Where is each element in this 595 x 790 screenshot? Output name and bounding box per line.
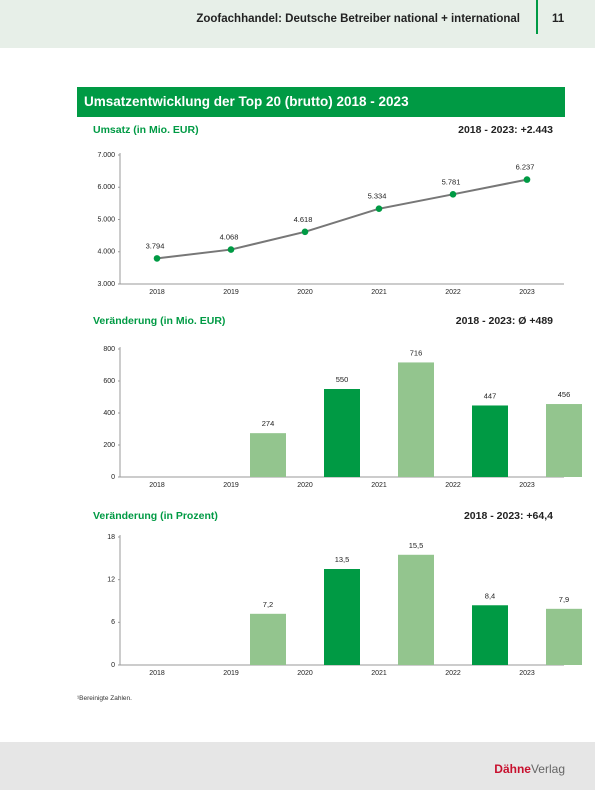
- value-label: 447: [484, 391, 497, 400]
- chart-annotation: 2018 - 2023: +64,4: [464, 510, 553, 522]
- point: [301, 228, 309, 236]
- y-tick-label: 800: [103, 346, 115, 353]
- x-tick-label: 2021: [371, 482, 387, 489]
- x-tick-label: 2021: [371, 289, 387, 296]
- point: [449, 191, 457, 198]
- y-tick-label: 18: [107, 534, 115, 541]
- x-tick-label: 2022: [445, 482, 461, 489]
- y-tick-label: 7.000: [97, 152, 115, 159]
- value-label: 13,5: [335, 555, 350, 564]
- y-tick-label: 12: [107, 577, 115, 584]
- value-label: 3.794: [146, 241, 165, 250]
- x-tick-label: 2020: [297, 482, 313, 489]
- value-label: 5.334: [368, 192, 387, 201]
- section-title-bar: Umsatzentwicklung der Top 20 (brutto) 20…: [77, 87, 565, 117]
- x-tick-label: 2019: [223, 482, 239, 489]
- chart-annotation: 2018 - 2023: +2.443: [458, 124, 553, 136]
- chart-annotation: 2018 - 2023: Ø +489: [456, 315, 553, 327]
- value-label: 6.237: [516, 163, 535, 172]
- bar: [250, 433, 286, 477]
- y-tick-label: 600: [103, 378, 115, 385]
- x-tick-label: 2023: [519, 289, 535, 296]
- y-tick-label: 6.000: [97, 184, 115, 191]
- point: [227, 246, 235, 253]
- value-label: 5.781: [442, 177, 461, 186]
- value-label: 8,4: [485, 591, 495, 600]
- x-tick-label: 2023: [519, 482, 535, 489]
- bar: [546, 608, 582, 665]
- bar: [398, 362, 434, 477]
- bar: [472, 405, 508, 477]
- value-label: 716: [410, 348, 423, 357]
- y-tick-label: 0: [111, 662, 115, 669]
- x-tick-label: 2018: [149, 289, 165, 296]
- x-tick-label: 2021: [371, 670, 387, 677]
- bar: [250, 613, 286, 665]
- y-tick-label: 200: [103, 442, 115, 449]
- y-tick-label: 4.000: [97, 249, 115, 256]
- chart-title: Veränderung (in Mio. EUR): [93, 315, 225, 327]
- page-number: 11: [552, 13, 565, 25]
- page-header: Zoofachhandel: Deutsche Betreiber nation…: [0, 0, 595, 48]
- x-tick-label: 2020: [297, 670, 313, 677]
- y-tick-label: 5.000: [97, 216, 115, 223]
- x-tick-label: 2018: [149, 482, 165, 489]
- value-label: 4.068: [220, 233, 239, 242]
- page-footer: DähneVerlag: [0, 742, 595, 790]
- y-tick-label: 400: [103, 410, 115, 417]
- section-title: Umsatzentwicklung der Top 20 (brutto) 20…: [84, 94, 409, 109]
- header-title: Zoofachhandel: Deutsche Betreiber nation…: [196, 13, 520, 25]
- x-tick-label: 2023: [519, 670, 535, 677]
- y-tick-label: 0: [111, 474, 115, 481]
- value-label: 274: [262, 419, 275, 428]
- y-tick-label: 3.000: [97, 281, 115, 288]
- x-tick-label: 2019: [223, 670, 239, 677]
- charts: Umsatz (in Mio. EUR) 2018 - 2023: +2.443 3…: [93, 124, 582, 677]
- value-label: 15,5: [409, 541, 424, 550]
- x-tick-label: 2022: [445, 670, 461, 677]
- point: [523, 176, 531, 183]
- bar: [546, 404, 582, 477]
- value-label: 7,2: [263, 600, 273, 609]
- bar: [398, 554, 434, 665]
- chart-title: Veränderung (in Prozent): [93, 510, 218, 522]
- value-label: 550: [336, 375, 349, 384]
- line: [156, 178, 528, 260]
- chart-title: Umsatz (in Mio. EUR): [93, 124, 199, 136]
- brand: DähneVerlag: [494, 762, 565, 776]
- value-label: 456: [558, 390, 571, 399]
- x-tick-label: 2018: [149, 670, 165, 677]
- point: [375, 205, 383, 213]
- y-tick-label: 6: [111, 619, 115, 626]
- x-tick-label: 2019: [223, 289, 239, 296]
- header-separator: [536, 0, 538, 34]
- x-tick-label: 2020: [297, 289, 313, 296]
- bar: [324, 569, 360, 665]
- x-tick-label: 2022: [445, 289, 461, 296]
- bar: [324, 389, 360, 477]
- value-label: 4.618: [294, 215, 313, 224]
- bar: [472, 605, 508, 665]
- brand-bold: Dähne: [494, 762, 531, 776]
- point: [153, 255, 161, 262]
- value-label: 7,9: [559, 595, 569, 604]
- footnote: ¹Bereinigte Zahlen.: [77, 695, 132, 702]
- brand-light: Verlag: [530, 762, 565, 776]
